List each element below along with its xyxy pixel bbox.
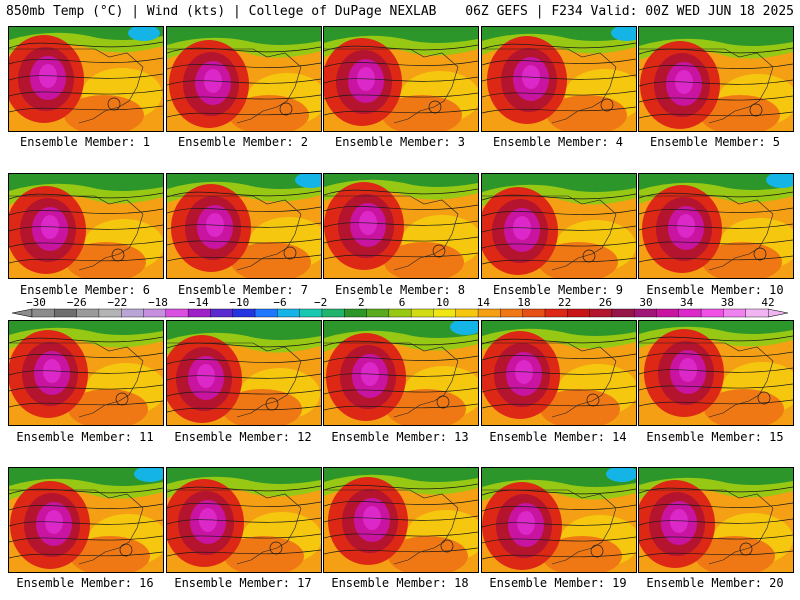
ensemble-panel-13: [323, 320, 479, 426]
ensemble-member-label: Ensemble Member: 14: [489, 430, 627, 444]
ensemble-panel-20: [638, 467, 794, 573]
colorbar-swatch: [31, 308, 55, 318]
ensemble-panel-5: [638, 26, 794, 132]
colorbar-tick-label: 26: [599, 296, 612, 309]
colorbar-tick-label: 14: [477, 296, 491, 309]
colorbar-tick-label: 6: [399, 296, 406, 309]
colorbar-tick-label: 2: [358, 296, 365, 309]
ensemble-panel-11: [8, 320, 164, 426]
colorbar-swatch: [589, 308, 613, 318]
colorbar-swatch: [500, 308, 524, 318]
colorbar-tick-label: 34: [680, 296, 694, 309]
ensemble-member-label: Ensemble Member: 16: [16, 576, 154, 590]
ensemble-panel-19: [481, 467, 637, 573]
colorbar-tick-label: −18: [148, 296, 168, 309]
colorbar-swatch: [633, 308, 658, 318]
colorbar-swatch: [678, 308, 702, 318]
ensemble-member-label: Ensemble Member: 20: [646, 576, 784, 590]
ensemble-member-label: Ensemble Member: 10: [646, 283, 784, 297]
colorbar-swatch: [522, 308, 546, 318]
colorbar-tick-label: −26: [67, 296, 87, 309]
colorbar-tick-label: −6: [273, 296, 286, 309]
colorbar-swatch: [277, 308, 301, 318]
ensemble-panel-9: [481, 173, 637, 279]
ensemble-member-label: Ensemble Member: 8: [334, 283, 466, 297]
colorbar-swatch: [477, 308, 501, 318]
ensemble-panel-6: [8, 173, 164, 279]
colorbar-tick-label: −2: [314, 296, 327, 309]
ensemble-panel-7: [166, 173, 322, 279]
colorbar-swatch: [165, 308, 189, 318]
colorbar-arrow-left: [11, 308, 33, 318]
colorbar-swatch: [98, 308, 122, 318]
colorbar-arrow-right: [767, 308, 789, 318]
ensemble-member-label: Ensemble Member: 19: [489, 576, 627, 590]
ensemble-panel-3: [323, 26, 479, 132]
colorbar-swatch: [410, 308, 435, 318]
colorbar-tick-label: −14: [189, 296, 209, 309]
colorbar-swatch: [388, 308, 412, 318]
colorbar-tick-label: 10: [436, 296, 449, 309]
ensemble-panel-4: [481, 26, 637, 132]
colorbar-swatch: [366, 308, 390, 318]
colorbar-swatch: [321, 308, 345, 318]
temperature-colorbar: −30 −26 −22 −18 −14 −10 −6 −2 2 6 10 14 18 22 26 30 34 38…: [11, 296, 789, 318]
colorbar-tick-label: 38: [721, 296, 734, 309]
colorbar-swatch: [745, 308, 769, 318]
ensemble-member-label: Ensemble Member: 13: [331, 430, 469, 444]
ensemble-member-label: Ensemble Member: 18: [331, 576, 469, 590]
ensemble-panel-16: [8, 467, 164, 573]
ensemble-member-label: Ensemble Member: 4: [492, 135, 624, 149]
ensemble-member-label: Ensemble Member: 7: [177, 283, 309, 297]
ensemble-member-label: Ensemble Member: 15: [646, 430, 784, 444]
colorbar-tick-label: −22: [107, 296, 127, 309]
colorbar-tick-label: 18: [517, 296, 530, 309]
colorbar-swatch: [700, 308, 724, 318]
ensemble-panel-8: [323, 173, 479, 279]
colorbar-swatch: [187, 308, 212, 318]
colorbar-swatch: [254, 308, 278, 318]
ensemble-panel-10: [638, 173, 794, 279]
colorbar-swatch: [455, 308, 479, 318]
ensemble-member-label: Ensemble Member: 11: [16, 430, 154, 444]
colorbar-swatch: [656, 308, 680, 318]
ensemble-panel-1: [8, 26, 164, 132]
colorbar-tick-label: −30: [26, 296, 46, 309]
ensemble-panel-15: [638, 320, 794, 426]
colorbar-swatch: [611, 308, 635, 318]
ensemble-member-label: Ensemble Member: 6: [19, 283, 151, 297]
ensemble-panel-18: [323, 467, 479, 573]
ensemble-member-label: Ensemble Member: 5: [649, 135, 781, 149]
colorbar-swatch: [299, 308, 323, 318]
colorbar-swatch: [723, 308, 747, 318]
ensemble-member-label: Ensemble Member: 1: [19, 135, 151, 149]
colorbar-tick-label: 22: [558, 296, 571, 309]
map-title: 850mb Temp (°C) | Wind (kts) | College o…: [6, 4, 437, 19]
colorbar-swatch: [344, 308, 368, 318]
colorbar-swatch: [54, 308, 78, 318]
ensemble-member-label: Ensemble Member: 12: [174, 430, 312, 444]
colorbar-tick-label: 42: [761, 296, 774, 309]
ensemble-panel-17: [166, 467, 322, 573]
ensemble-member-label: Ensemble Member: 9: [492, 283, 624, 297]
colorbar-swatch: [433, 308, 457, 318]
colorbar-swatch: [232, 308, 256, 318]
ensemble-panel-12: [166, 320, 322, 426]
ensemble-panel-2: [166, 26, 322, 132]
colorbar-swatch: [210, 308, 234, 318]
ensemble-member-label: Ensemble Member: 2: [177, 135, 309, 149]
colorbar-swatch: [544, 308, 568, 318]
ensemble-panel-14: [481, 320, 637, 426]
ensemble-member-label: Ensemble Member: 3: [334, 135, 466, 149]
colorbar-swatch: [76, 308, 100, 318]
colorbar-swatch: [143, 308, 167, 318]
colorbar-tick-label: −10: [229, 296, 249, 309]
colorbar-swatch: [121, 308, 145, 318]
ensemble-member-label: Ensemble Member: 17: [174, 576, 312, 590]
valid-time: 06Z GEFS | F234 Valid: 00Z WED JUN 18 20…: [465, 4, 794, 19]
colorbar-swatch: [567, 308, 591, 318]
colorbar-tick-label: 30: [639, 296, 652, 309]
